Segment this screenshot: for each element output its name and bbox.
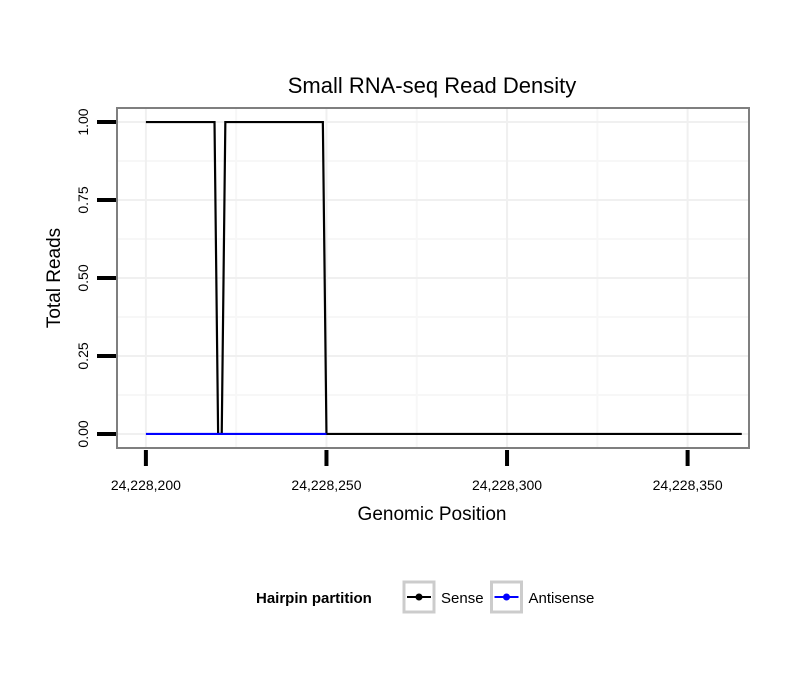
legend-key-box xyxy=(490,580,523,614)
panel-border xyxy=(116,107,750,449)
x-tick-label: 24,228,350 xyxy=(653,477,723,493)
y-tick-label: 0.75 xyxy=(75,186,91,213)
series-layer xyxy=(145,120,742,436)
chart-title: Small RNA-seq Read Density xyxy=(288,73,577,98)
x-axis-title: Genomic Position xyxy=(358,504,507,525)
legend-key-point xyxy=(415,593,423,601)
legend-title: Hairpin partition xyxy=(256,590,372,607)
y-tick-label: 0.50 xyxy=(75,264,91,291)
legend-label: Sense xyxy=(441,590,484,607)
legend: Hairpin partition Sense Antisense xyxy=(256,580,595,614)
y-axis-title: Total Reads xyxy=(44,228,65,328)
x-tick-label: 24,228,250 xyxy=(291,477,361,493)
y-tick-label: 0.00 xyxy=(75,420,91,447)
legend-label: Antisense xyxy=(529,590,595,607)
y-tick-label: 0.25 xyxy=(75,342,91,369)
grid xyxy=(117,108,749,448)
legend-item-sense: Sense xyxy=(402,580,484,614)
x-axis: 24,228,200 24,228,250 24,228,300 24,228,350 xyxy=(111,450,723,493)
y-axis: 0.00 0.25 0.50 0.75 1.00 xyxy=(75,108,116,448)
series-line-sense xyxy=(145,120,742,436)
x-tick-label: 24,228,200 xyxy=(111,477,181,493)
x-tick-label: 24,228,300 xyxy=(472,477,542,493)
legend-item-antisense: Antisense xyxy=(490,580,595,614)
y-tick-label: 1.00 xyxy=(75,108,91,135)
legend-key-point xyxy=(503,593,510,601)
